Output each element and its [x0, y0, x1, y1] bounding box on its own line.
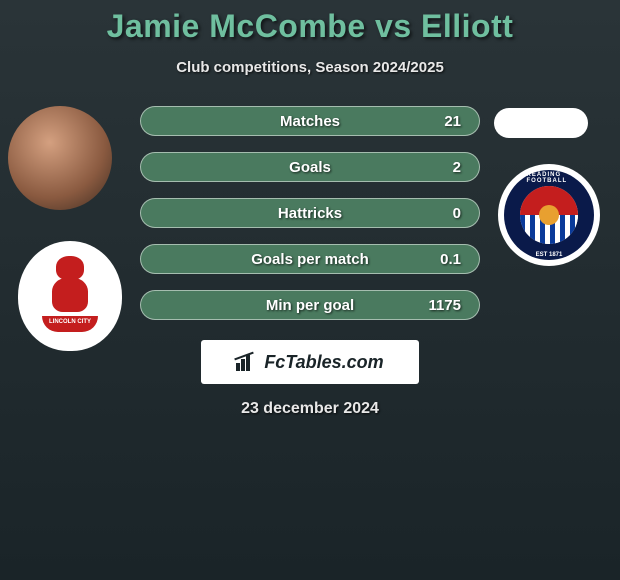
stat-value-right: 0.1	[440, 251, 461, 268]
stat-label: Hattricks	[278, 205, 342, 222]
player-photo-left	[8, 106, 112, 210]
chart-icon	[236, 353, 258, 371]
stat-row-goals: Goals 2	[140, 152, 480, 182]
subtitle: Club competitions, Season 2024/2025	[0, 59, 620, 76]
comparison-card: Jamie McCombe vs Elliott Club competitio…	[0, 0, 620, 418]
lincoln-imp-icon: LINCOLN CITY	[40, 256, 100, 336]
reading-crest-icon: READING FOOTBALL EST 1871	[504, 170, 594, 260]
stat-label: Matches	[280, 113, 340, 130]
stat-row-goals-per-match: Goals per match 0.1	[140, 244, 480, 274]
brand-logo: FcTables.com	[201, 340, 419, 384]
stat-value-right: 2	[453, 159, 461, 176]
stat-label: Min per goal	[266, 297, 354, 314]
club-badge-right: READING FOOTBALL EST 1871	[498, 164, 600, 266]
club-badge-left: LINCOLN CITY	[18, 241, 122, 351]
stat-row-hattricks: Hattricks 0	[140, 198, 480, 228]
player-pill-right	[494, 108, 588, 138]
brand-text: FcTables.com	[264, 352, 383, 373]
stat-value-right: 0	[453, 205, 461, 222]
stat-pill-list: Matches 21 Goals 2 Hattricks 0 Goals per…	[140, 106, 480, 320]
stat-value-right: 21	[444, 113, 461, 130]
stat-row-min-per-goal: Min per goal 1175	[140, 290, 480, 320]
stat-label: Goals	[289, 159, 331, 176]
date-label: 23 december 2024	[0, 400, 620, 418]
stat-row-matches: Matches 21	[140, 106, 480, 136]
stat-label: Goals per match	[251, 251, 369, 268]
page-title: Jamie McCombe vs Elliott	[0, 8, 620, 45]
stat-value-right: 1175	[428, 297, 461, 314]
stats-area: LINCOLN CITY READING FOOTBALL EST 1871 M…	[0, 106, 620, 418]
